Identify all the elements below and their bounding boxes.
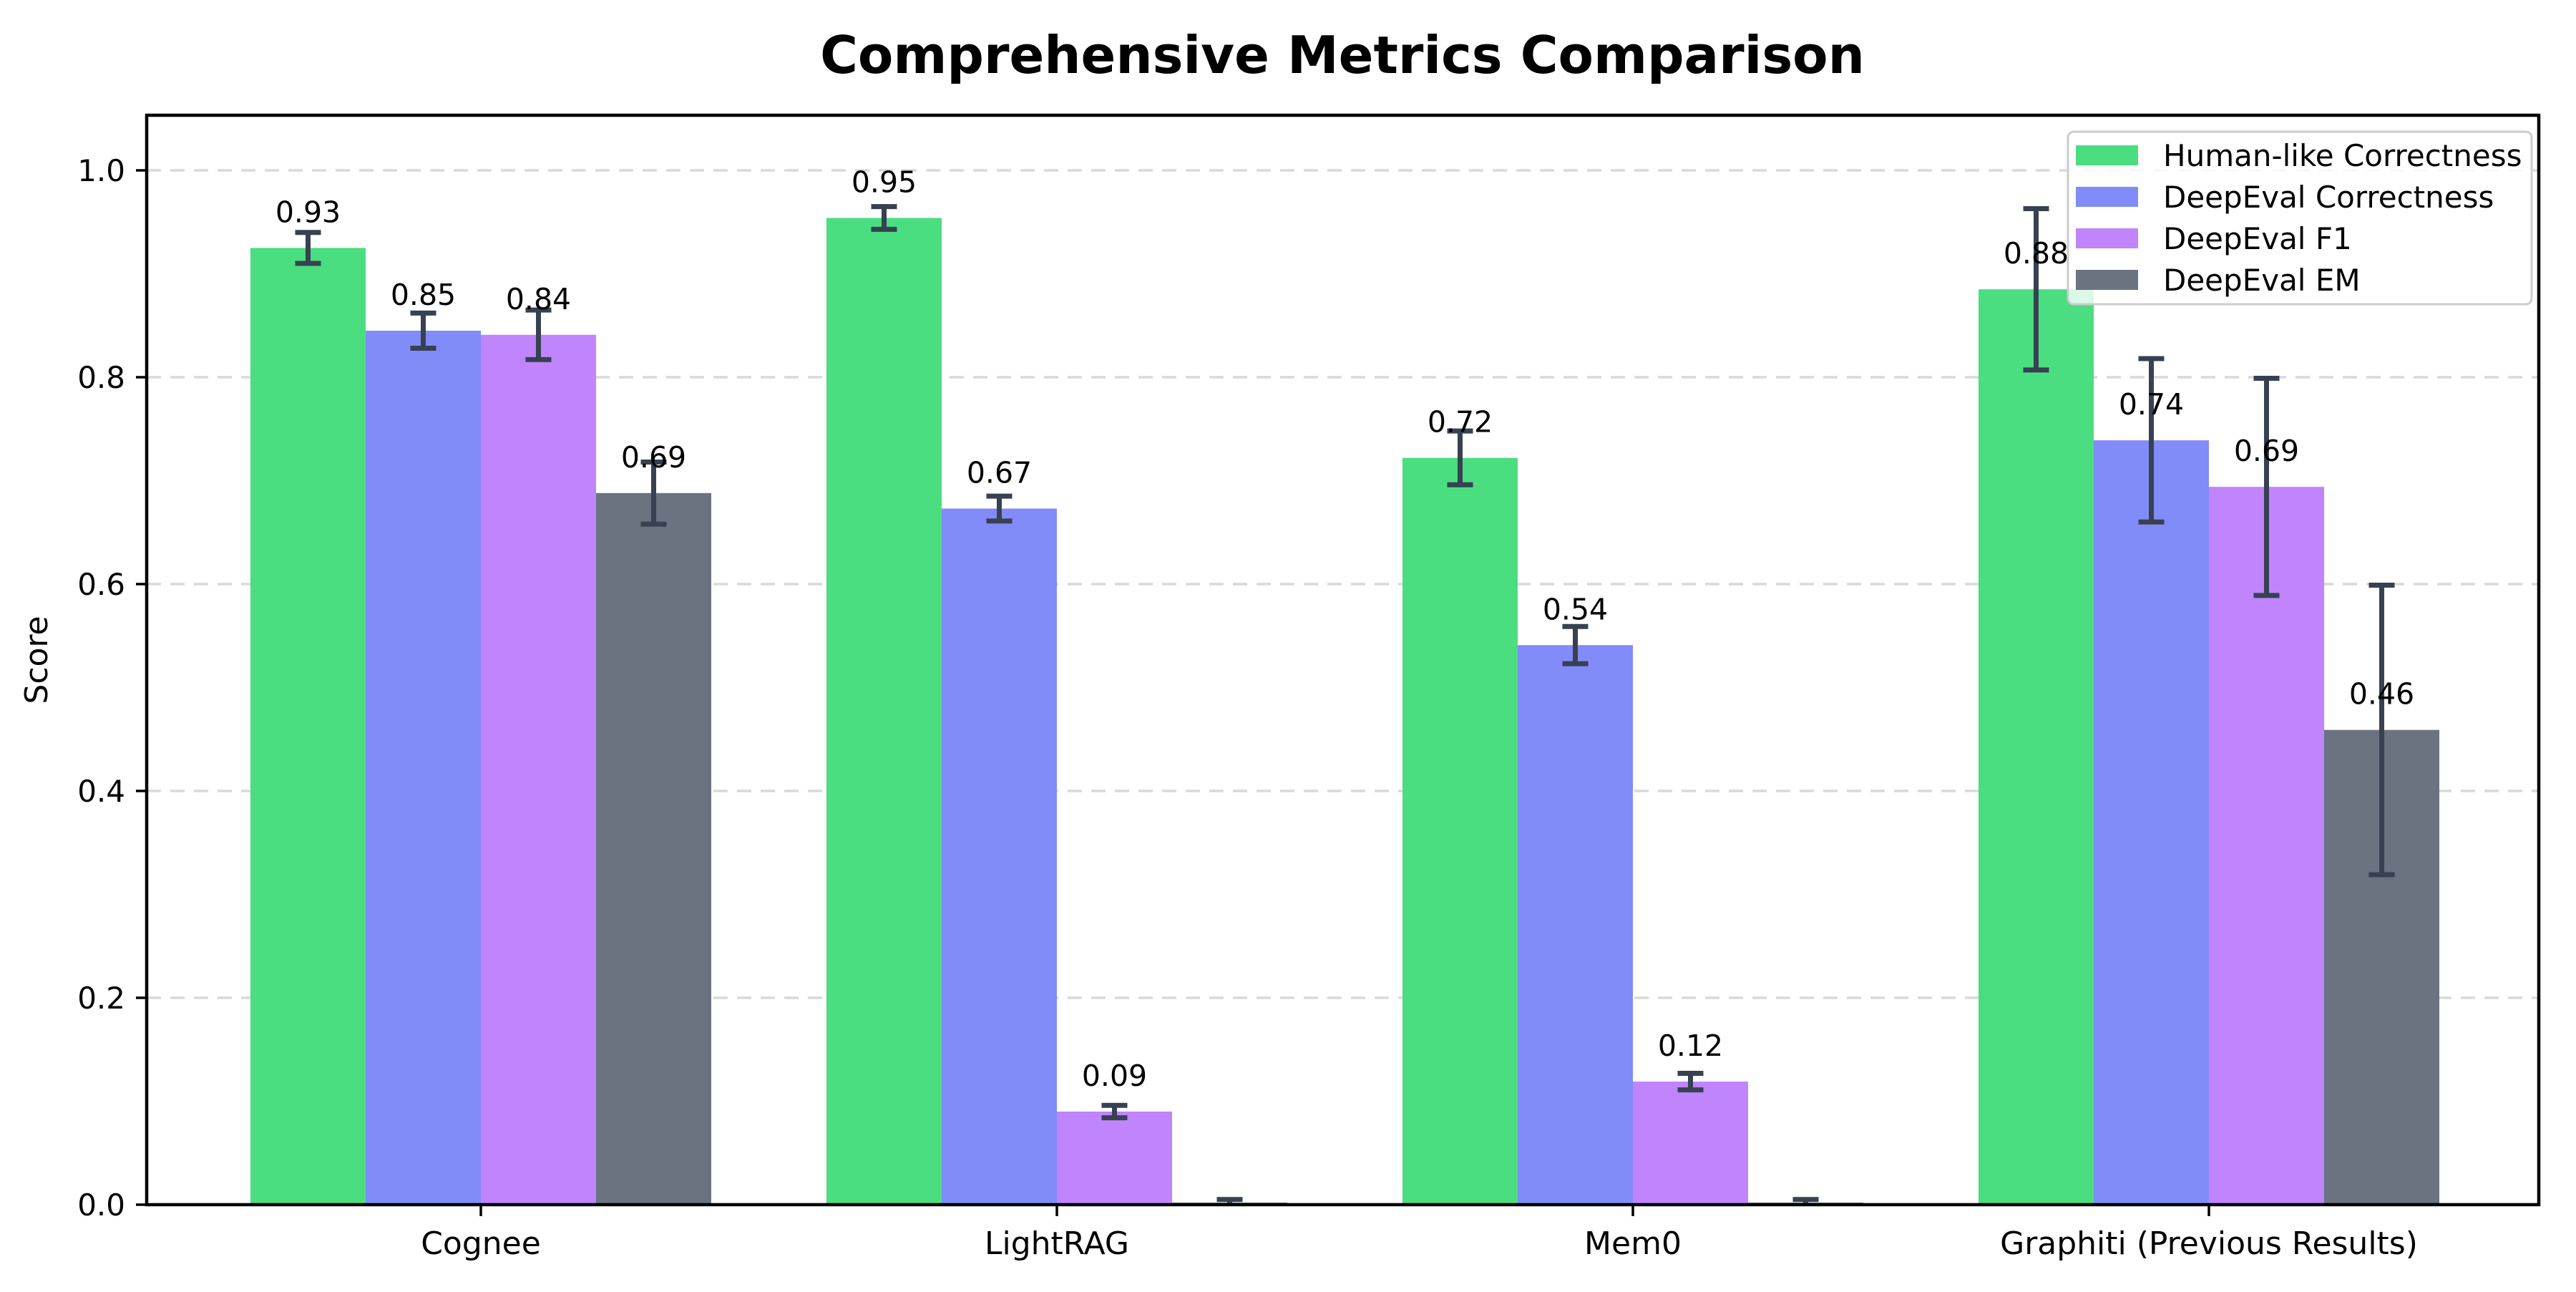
bar [1979, 289, 2094, 1205]
bar-value-label: 0.69 [621, 440, 686, 475]
x-tick-label: Graphiti (Previous Results) [2000, 1225, 2418, 1262]
legend-label: DeepEval F1 [2163, 221, 2352, 256]
legend-swatch [2076, 187, 2138, 207]
bar-value-label: 0.95 [852, 165, 917, 199]
bar [942, 508, 1057, 1205]
plot-border [145, 113, 2541, 1207]
y-tick-label: 0.6 [77, 567, 125, 602]
bar [1518, 645, 1633, 1205]
legend-swatch [2076, 228, 2138, 248]
legend-label: DeepEval Correctness [2163, 180, 2494, 215]
bar-value-label: 0.93 [275, 195, 341, 229]
legend-swatch [2076, 145, 2138, 165]
y-tick-label: 0.4 [77, 774, 125, 809]
x-tick-label: LightRAG [985, 1225, 1129, 1262]
bar-value-label: 0.46 [2349, 677, 2414, 711]
bar-value-label: 0.85 [391, 278, 456, 312]
legend-label: Human-like Correctness [2163, 138, 2522, 173]
bar [1633, 1082, 1748, 1205]
bar-value-label: 0.09 [1082, 1059, 1147, 1093]
bar-value-label: 0.72 [1428, 405, 1493, 439]
x-tick-label: Mem0 [1584, 1225, 1682, 1262]
bar-value-label: 0.67 [967, 456, 1032, 490]
bar [596, 492, 711, 1205]
chart-title: Comprehensive Metrics Comparison [820, 25, 1865, 85]
y-axis-label: Score [19, 616, 55, 704]
bar-value-label: 0.54 [1543, 592, 1608, 626]
bar-value-label: 0.69 [2234, 434, 2299, 468]
legend-swatch [2076, 270, 2138, 290]
chart-root: 0.93 0.95 0.72 0.88 0.85 0.67 0.54 0.74 0.84 0.09… [77, 113, 2541, 1262]
bar [2209, 487, 2324, 1205]
y-tick-label: 0.2 [77, 981, 125, 1016]
y-tick-label: 0.0 [77, 1187, 125, 1223]
bar [481, 334, 596, 1205]
bar [1402, 457, 1518, 1205]
bar [1057, 1111, 1172, 1205]
bar-value-label: 0.12 [1658, 1029, 1723, 1063]
x-tick-label: Cognee [421, 1225, 541, 1262]
y-tick-label: 1.0 [77, 153, 125, 188]
bar-value-label: 0.88 [2004, 236, 2069, 271]
bar-value-label: 0.74 [2119, 387, 2184, 422]
bar [250, 248, 366, 1205]
legend-label: DeepEval EM [2163, 263, 2361, 298]
bar [826, 218, 942, 1205]
bar [366, 330, 481, 1205]
bar-value-label: 0.84 [506, 282, 571, 316]
bar [2094, 440, 2209, 1205]
legend-box [2067, 130, 2533, 306]
y-tick-label: 0.8 [77, 360, 125, 395]
